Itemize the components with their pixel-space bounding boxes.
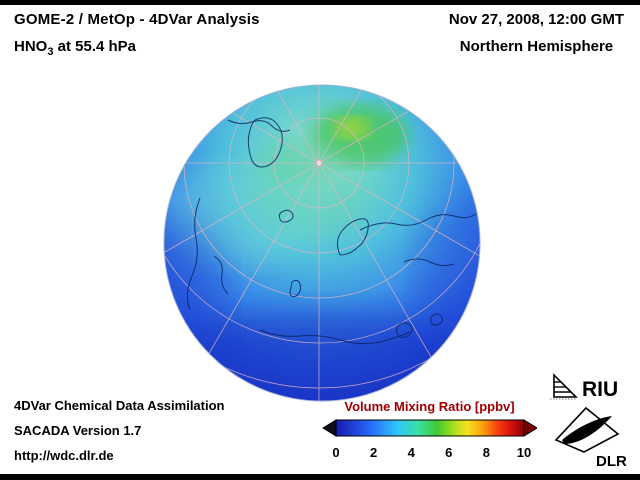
colorbar-tick-0: 0 (332, 445, 340, 460)
graticule (164, 85, 480, 401)
riu-logo-icon (550, 373, 578, 400)
riu-logo-text: RIU (582, 378, 618, 401)
colorbar-block: Volume Mixing Ratio [ppbv] 0 2 4 6 8 10 (322, 399, 538, 461)
dlr-logo-icon (554, 406, 620, 453)
colorbar (322, 419, 538, 437)
globe-outline (163, 84, 481, 402)
datetime-label: Nov 27, 2008, 12:00 GMT (448, 11, 624, 28)
header-right: Nov 27, 2008, 12:00 GMT Northern Hemisph… (449, 11, 624, 55)
colorbar-tick-2: 4 (407, 445, 415, 460)
header-left: GOME-2 / MetOp - 4DVar Analysis HNO3 at … (14, 11, 260, 58)
credit-url: http://wdc.dlr.de (14, 448, 114, 463)
riu-logo: RIU (550, 373, 618, 401)
species-level-label: HNO3 at 55.4 hPa (14, 38, 260, 58)
coastlines (186, 117, 477, 345)
colorbar-tick-4: 8 (482, 445, 491, 460)
green-core-patch (334, 117, 370, 139)
meridians (164, 85, 480, 401)
bottom-frame-bar (0, 474, 640, 480)
colorbar-right-arrow (523, 419, 538, 437)
plot-title: GOME-2 / MetOp - 4DVar Analysis (14, 11, 260, 28)
credits-block: 4DVar Chemical Data Assimilation SACADA … (14, 398, 225, 473)
species-subscript: 3 (47, 46, 54, 58)
credit-line-1: 4DVar Chemical Data Assimilation (14, 398, 225, 413)
colorbar-tick-5: 10 (516, 445, 532, 460)
colorbar-tick-1: 2 (369, 445, 378, 460)
species-name: HNO (14, 38, 48, 55)
pressure-level: at 55.4 hPa (53, 38, 137, 55)
colorbar-title: Volume Mixing Ratio [ppbv] (344, 399, 515, 414)
colorbar-left-arrow (322, 419, 337, 437)
north-pole-marker (315, 159, 323, 167)
dlr-logo-text: DLR (596, 453, 627, 470)
colorbar-tick-labels: 0 2 4 6 8 10 (322, 445, 537, 461)
colorbar-gradient-bar (335, 419, 525, 437)
credit-line-2: SACADA Version 1.7 (14, 423, 142, 438)
top-frame-bar (0, 0, 640, 5)
dlr-logo: DLR (554, 406, 627, 470)
hemisphere-label: Northern Hemisphere (459, 38, 614, 55)
colorbar-tick-3: 6 (445, 445, 453, 460)
